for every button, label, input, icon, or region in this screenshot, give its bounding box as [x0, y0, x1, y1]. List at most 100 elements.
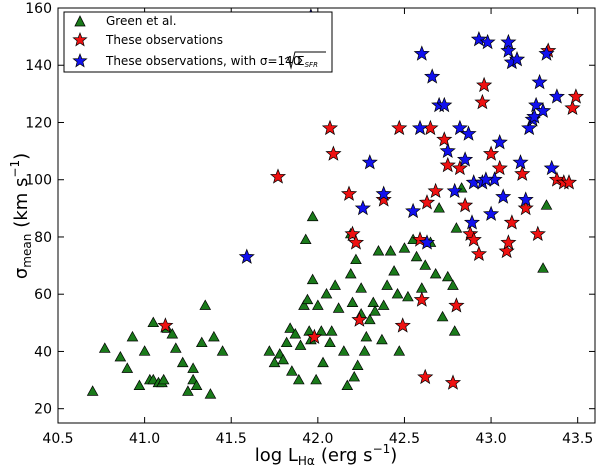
data-point-triangle: [298, 299, 310, 310]
data-point-star: [529, 225, 546, 242]
data-point-triangle: [415, 282, 428, 293]
x-tick-label: 40.5: [42, 431, 73, 447]
legend-red-label: These observations: [105, 33, 223, 47]
data-point-triangle: [398, 242, 411, 253]
data-point-triangle: [320, 287, 333, 299]
data-point-triangle: [204, 388, 217, 399]
data-point-triangle: [187, 362, 199, 373]
data-point-star: [491, 159, 508, 176]
data-point-star: [477, 171, 494, 187]
data-point-triangle: [391, 287, 404, 299]
data-point-star: [347, 234, 365, 250]
data-point-triangle: [450, 222, 463, 233]
data-point-triangle: [329, 279, 341, 290]
data-point-triangle: [166, 328, 179, 339]
x-tick-label: 41.5: [216, 431, 247, 447]
series-these-observations-sigma: [238, 8, 565, 264]
data-point-triangle: [433, 202, 445, 213]
x-axis-label: log LHα (erg s−1): [255, 442, 398, 467]
data-point-star: [325, 145, 342, 161]
data-point-triangle: [402, 290, 414, 302]
data-point-triangle: [114, 350, 127, 362]
legend-blue-marker: [72, 53, 88, 68]
data-point-triangle: [436, 310, 449, 322]
data-point-star: [548, 171, 565, 187]
legend-blue-label: These observations, with σ=140: [105, 54, 300, 68]
data-point-star: [534, 102, 552, 118]
data-point-triangle: [429, 267, 442, 279]
data-point-star: [538, 45, 555, 61]
data-point-triangle: [341, 379, 354, 390]
x-tick-label: 43.5: [562, 431, 593, 447]
data-point-star: [439, 142, 456, 159]
data-point-triangle: [348, 370, 361, 382]
data-point-triangle: [346, 296, 359, 307]
data-point-triangle: [263, 345, 276, 356]
data-point-star: [424, 68, 441, 84]
data-point-star: [456, 197, 474, 213]
data-point-triangle: [367, 296, 380, 307]
data-point-triangle: [376, 333, 388, 345]
data-point-triangle: [537, 262, 549, 273]
data-point-star: [451, 119, 468, 136]
data-point-star: [391, 119, 408, 136]
data-point-star: [394, 317, 411, 333]
data-point-star: [439, 156, 456, 173]
data-point-star: [354, 199, 371, 216]
data-point-triangle: [312, 299, 324, 310]
data-point-star: [514, 165, 531, 181]
y-tick-label: 60: [34, 287, 52, 303]
y-tick-label: 120: [25, 115, 52, 131]
data-point-triangle: [310, 373, 322, 385]
data-point-triangle: [306, 210, 319, 222]
data-point-star: [474, 93, 491, 110]
data-point-star: [427, 182, 444, 198]
x-tick-label: 41.0: [129, 431, 160, 447]
data-point-star: [448, 297, 465, 313]
data-point-triangle: [351, 359, 364, 370]
data-point-triangle: [182, 385, 194, 396]
data-point-triangle: [277, 353, 290, 365]
data-point-star: [446, 182, 463, 198]
data-point-star: [476, 76, 493, 93]
data-point-star: [344, 225, 361, 242]
data-point-triangle: [169, 342, 182, 353]
data-point-triangle: [332, 302, 345, 313]
data-point-star: [413, 45, 430, 61]
data-point-triangle: [441, 270, 454, 282]
data-point-triangle: [286, 365, 298, 376]
data-point-triangle: [338, 345, 350, 356]
data-point-triangle: [301, 293, 314, 305]
data-point-triangle: [360, 330, 373, 342]
data-point-triangle: [419, 259, 432, 270]
data-point-star: [351, 311, 368, 327]
data-point-triangle: [284, 322, 296, 333]
data-point-triangle: [289, 328, 302, 339]
data-point-triangle: [384, 245, 397, 256]
data-point-star: [463, 214, 481, 230]
data-point-triangle: [195, 336, 208, 348]
legend-blue-star: [72, 53, 88, 68]
data-point-triangle: [447, 279, 459, 290]
y-ticks: 20 40 60 80 100 120 140 160: [25, 1, 595, 418]
y-tick-label: 40: [34, 344, 52, 360]
data-point-star: [444, 374, 462, 390]
data-point-star: [460, 125, 477, 141]
data-point-triangle: [363, 313, 376, 325]
y-tick-label: 160: [25, 1, 52, 17]
data-point-triangle: [280, 336, 293, 348]
data-point-triangle: [147, 316, 160, 328]
data-point-star: [465, 231, 482, 247]
data-point-triangle: [315, 325, 328, 336]
data-point-star: [413, 291, 430, 307]
data-point-triangle: [388, 265, 400, 276]
legend-red-star: [72, 32, 88, 47]
data-point-star: [436, 131, 453, 147]
data-point-star: [418, 234, 436, 250]
sqrt-symbol-icon: [284, 51, 326, 70]
data-point-triangle: [369, 305, 381, 316]
data-point-star: [411, 119, 429, 136]
data-point-star: [375, 191, 392, 207]
data-point-triangle: [199, 299, 212, 310]
data-point-star: [470, 245, 488, 262]
